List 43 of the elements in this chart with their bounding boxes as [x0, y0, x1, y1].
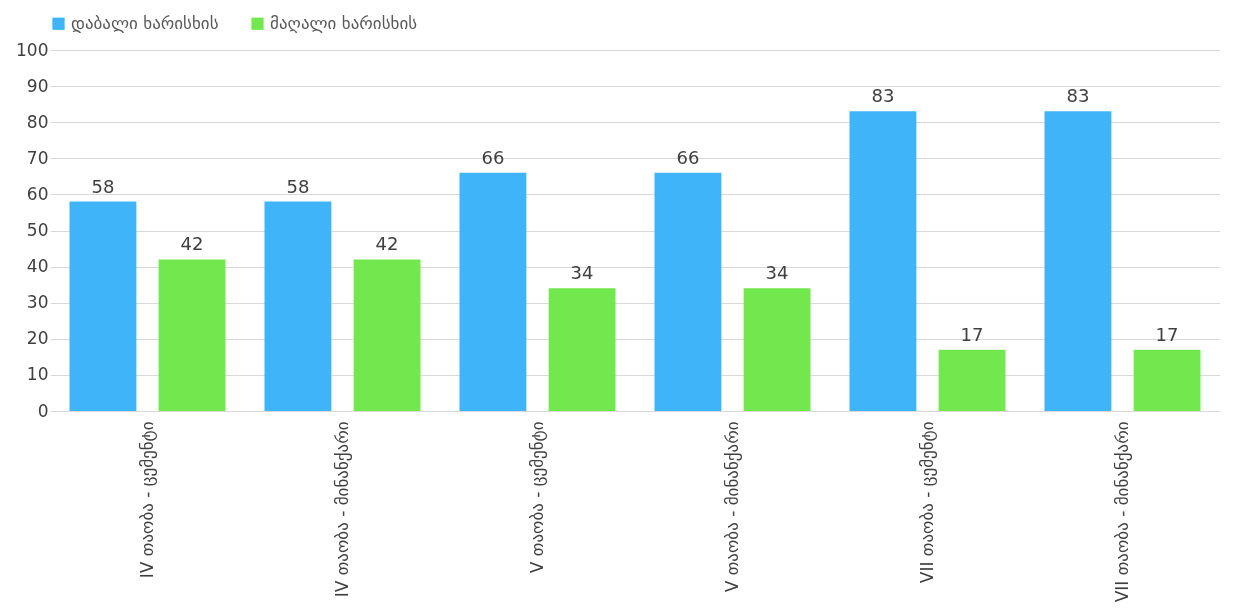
data-label: 58	[286, 175, 310, 197]
data-label: 42	[180, 233, 204, 255]
x-tick-label: V თაობა - მინანქარი	[721, 421, 742, 593]
bar	[353, 259, 421, 411]
bar	[743, 288, 811, 411]
legend-label: დაბალი ხარისხის	[71, 12, 219, 33]
data-label: 83	[1066, 85, 1090, 107]
y-tick-label: 100	[16, 39, 49, 60]
x-tick-label: VII თაობა - მინანქარი	[1111, 421, 1132, 603]
data-label: 17	[960, 323, 984, 345]
bar	[849, 111, 917, 411]
data-label: 42	[375, 233, 399, 255]
x-tick-label: VII თაობა - ცემენტი	[916, 421, 937, 584]
legend-label: მაღალი ხარისხის	[270, 12, 418, 33]
y-tick-label: 50	[26, 220, 49, 240]
y-tick-label: 0	[37, 400, 49, 421]
data-label: 58	[91, 175, 115, 197]
bar	[1044, 111, 1112, 411]
data-label: 83	[871, 85, 895, 107]
x-tick-label: IV თაობა - ცემენტი	[136, 421, 157, 579]
bar	[548, 288, 616, 411]
y-tick-label: 80	[26, 111, 49, 132]
y-tick-label: 40	[26, 256, 49, 277]
data-label: 34	[570, 262, 594, 284]
data-label: 66	[481, 146, 505, 168]
bar	[938, 349, 1006, 411]
y-tick-label: 60	[26, 183, 49, 204]
x-tick-label: V თაობა - ცემენტი	[526, 421, 547, 574]
data-label: 66	[676, 146, 700, 168]
y-tick-label: 90	[26, 75, 49, 96]
data-label: 17	[1155, 323, 1179, 345]
y-tick-label: 20	[26, 328, 49, 349]
bar	[69, 201, 137, 411]
data-label: 34	[765, 262, 789, 284]
bar	[654, 172, 722, 411]
bar	[1133, 349, 1201, 411]
x-tick-label: IV თაობა - მინანქარი	[331, 421, 352, 598]
y-tick-label: 70	[26, 147, 49, 168]
y-tick-label: 30	[26, 292, 49, 313]
bar	[158, 259, 226, 411]
y-tick-label: 10	[26, 364, 49, 385]
bar	[264, 201, 332, 411]
bar	[459, 172, 527, 411]
